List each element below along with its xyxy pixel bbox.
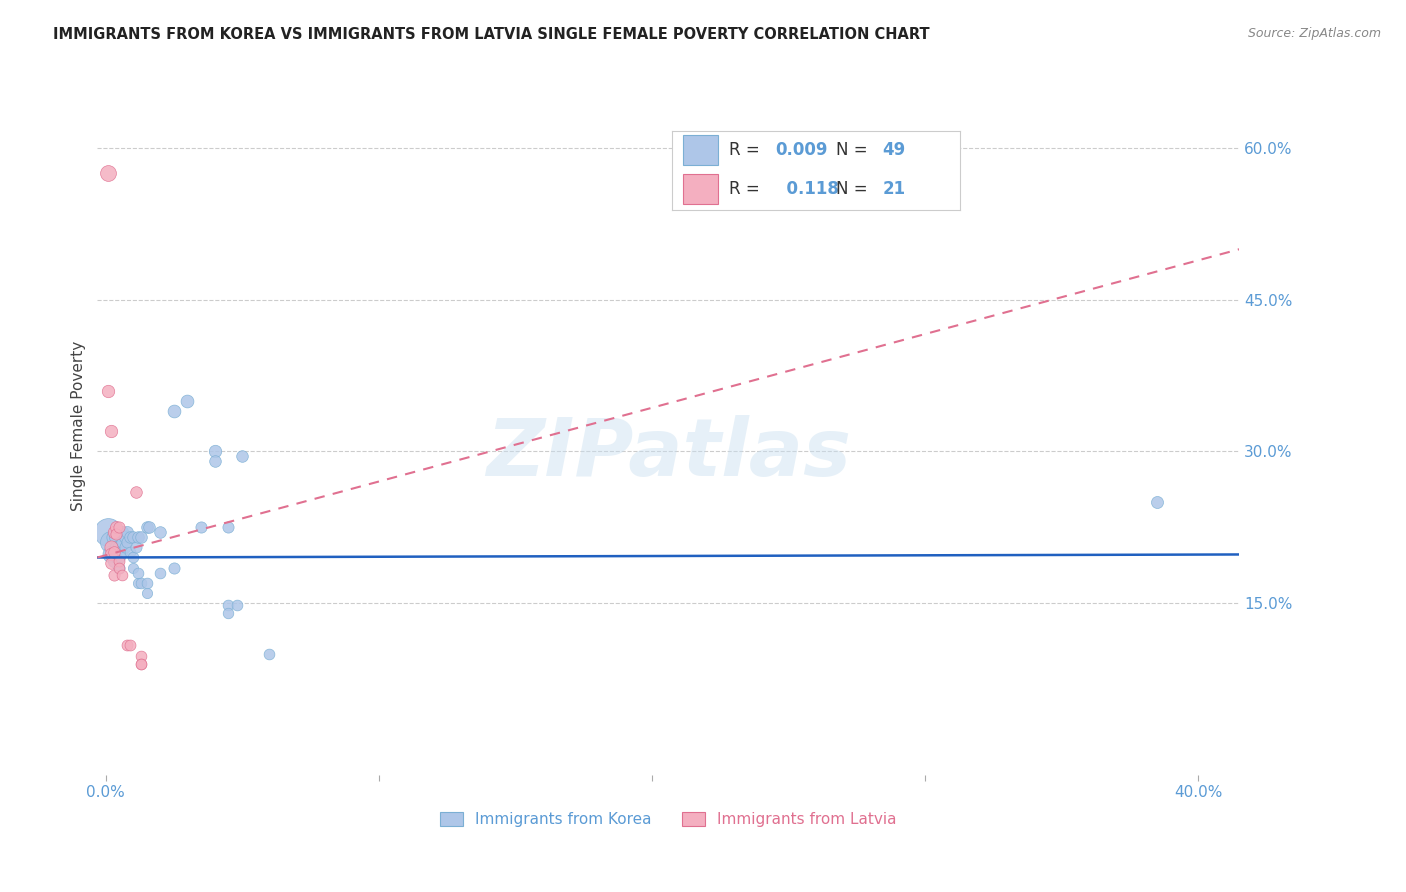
Point xyxy=(103,545,125,559)
Point xyxy=(103,530,125,544)
Point xyxy=(190,520,212,534)
Point xyxy=(124,484,146,499)
Point xyxy=(231,450,253,464)
Point xyxy=(100,556,122,570)
Point xyxy=(100,424,122,438)
Legend: Immigrants from Korea, Immigrants from Latvia: Immigrants from Korea, Immigrants from L… xyxy=(434,806,903,833)
Point xyxy=(217,520,239,534)
Point xyxy=(135,520,157,534)
Point xyxy=(129,657,152,671)
Point xyxy=(103,525,125,540)
Point xyxy=(121,560,143,574)
Point xyxy=(135,586,157,600)
Point xyxy=(124,541,146,555)
Point xyxy=(97,166,120,180)
Text: 0.118: 0.118 xyxy=(776,180,839,198)
Text: 49: 49 xyxy=(883,141,905,159)
Point xyxy=(120,639,142,653)
Point xyxy=(105,541,128,555)
Point xyxy=(127,566,149,580)
Point xyxy=(114,541,136,555)
Point xyxy=(111,535,134,549)
Point xyxy=(97,525,120,540)
Point xyxy=(129,648,152,663)
Point xyxy=(127,530,149,544)
Point xyxy=(176,393,198,408)
Point xyxy=(217,606,239,620)
Point xyxy=(111,567,134,582)
Point xyxy=(259,647,281,661)
Point xyxy=(120,530,142,544)
Point xyxy=(105,530,128,544)
Point xyxy=(217,598,239,612)
Text: R =: R = xyxy=(730,141,761,159)
Point xyxy=(149,566,172,580)
Point xyxy=(225,598,247,612)
Point xyxy=(105,520,128,534)
Point xyxy=(100,541,122,555)
Text: 21: 21 xyxy=(883,180,905,198)
Text: N =: N = xyxy=(837,180,868,198)
Point xyxy=(108,550,131,565)
Point xyxy=(163,404,186,418)
Y-axis label: Single Female Poverty: Single Female Poverty xyxy=(72,341,86,511)
Point xyxy=(163,560,186,574)
FancyBboxPatch shape xyxy=(683,174,717,203)
Point xyxy=(129,530,152,544)
Text: R =: R = xyxy=(730,180,761,198)
Point xyxy=(108,560,131,574)
FancyBboxPatch shape xyxy=(683,135,717,165)
Point xyxy=(138,520,160,534)
Point xyxy=(108,560,131,574)
Text: Source: ZipAtlas.com: Source: ZipAtlas.com xyxy=(1247,27,1381,40)
Point xyxy=(111,525,134,540)
Point xyxy=(120,545,142,559)
Point xyxy=(103,553,125,567)
Point xyxy=(117,639,139,653)
Point xyxy=(127,575,149,590)
Text: 0.009: 0.009 xyxy=(776,141,828,159)
Text: IMMIGRANTS FROM KOREA VS IMMIGRANTS FROM LATVIA SINGLE FEMALE POVERTY CORRELATIO: IMMIGRANTS FROM KOREA VS IMMIGRANTS FROM… xyxy=(53,27,929,42)
Point xyxy=(117,535,139,549)
Point xyxy=(129,657,152,671)
Point xyxy=(114,530,136,544)
Point xyxy=(1146,495,1168,509)
Point xyxy=(204,444,226,458)
Text: N =: N = xyxy=(837,141,868,159)
Point xyxy=(100,548,122,562)
Point xyxy=(108,553,131,567)
Point xyxy=(97,384,120,398)
Point xyxy=(108,541,131,555)
Point xyxy=(204,454,226,468)
Point xyxy=(105,550,128,565)
Point xyxy=(121,550,143,565)
Point xyxy=(149,525,172,540)
Point xyxy=(135,575,157,590)
Point xyxy=(111,545,134,559)
Text: ZIPatlas: ZIPatlas xyxy=(486,415,851,493)
Point xyxy=(100,548,122,562)
Point xyxy=(117,525,139,540)
Point xyxy=(129,575,152,590)
Point xyxy=(108,520,131,534)
Point xyxy=(121,530,143,544)
Point xyxy=(100,535,122,549)
Point xyxy=(103,567,125,582)
Point xyxy=(103,545,125,559)
Point xyxy=(105,527,128,541)
